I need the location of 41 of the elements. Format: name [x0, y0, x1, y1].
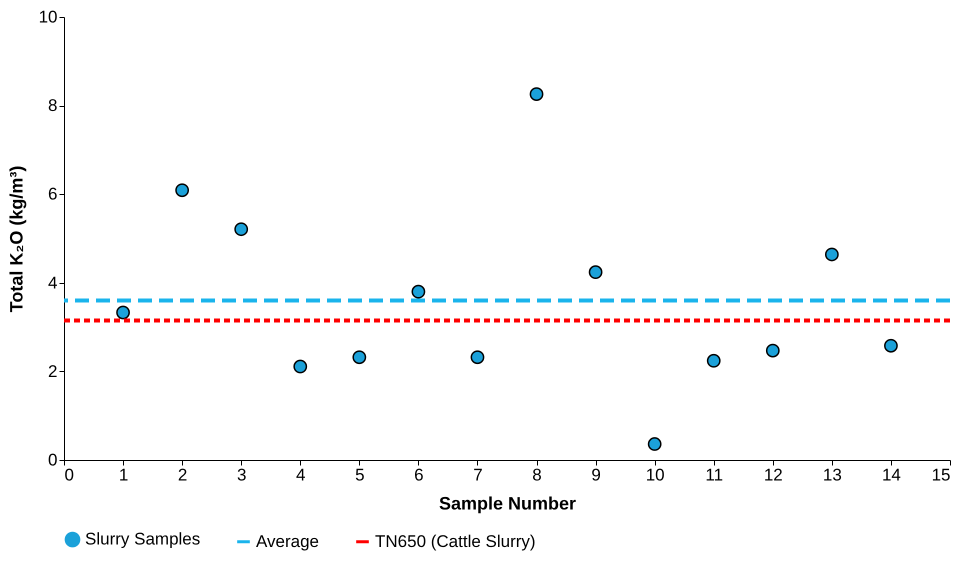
point [116, 306, 130, 320]
point [588, 265, 602, 280]
point [234, 222, 248, 236]
point [706, 354, 721, 368]
x-tick-label: 7 [473, 466, 483, 484]
point [352, 350, 366, 364]
point [648, 437, 662, 451]
x-tick-label: 5 [355, 466, 365, 484]
x-tick-label: 9 [591, 466, 601, 484]
y-tick-label: 2 [48, 362, 58, 381]
point [293, 360, 308, 374]
point [412, 284, 426, 299]
x-tick-label: 10 [646, 466, 665, 484]
point [530, 87, 544, 101]
x-tick-label: 13 [822, 466, 842, 484]
x-tick-label: 2 [178, 466, 188, 484]
point [470, 350, 484, 364]
x-tick-label: 8 [532, 466, 542, 484]
x-tick-label: 3 [236, 466, 246, 484]
point [884, 338, 898, 353]
y-axis-title: Total K₂O (kg/m³) [6, 166, 27, 312]
x-tick-label: 1 [118, 466, 128, 484]
x-tick-label: 11 [705, 466, 724, 484]
point [824, 248, 839, 262]
legend-label: Slurry Samples [85, 530, 200, 549]
x-axis-title: Sample Number [438, 494, 576, 514]
x-tick-label: 4 [296, 466, 306, 484]
y-tick-label: 4 [48, 273, 58, 292]
y-tick-label: 6 [48, 184, 58, 204]
y-tick-label: 8 [48, 96, 58, 116]
legend-label: Average [256, 532, 320, 551]
x-tick-label: 12 [764, 466, 783, 484]
y-tick-label: 0 [48, 450, 58, 470]
x-tick-label: 14 [882, 466, 901, 484]
x-tick-label: 6 [414, 466, 424, 484]
point [766, 344, 780, 358]
y-tick-label: 10 [38, 8, 58, 26]
x-tick-label: 15 [932, 466, 950, 484]
x-tick-label: 0 [64, 466, 74, 484]
legend-label: TN650 (Cattle Slurry) [375, 532, 536, 551]
point [175, 183, 190, 198]
